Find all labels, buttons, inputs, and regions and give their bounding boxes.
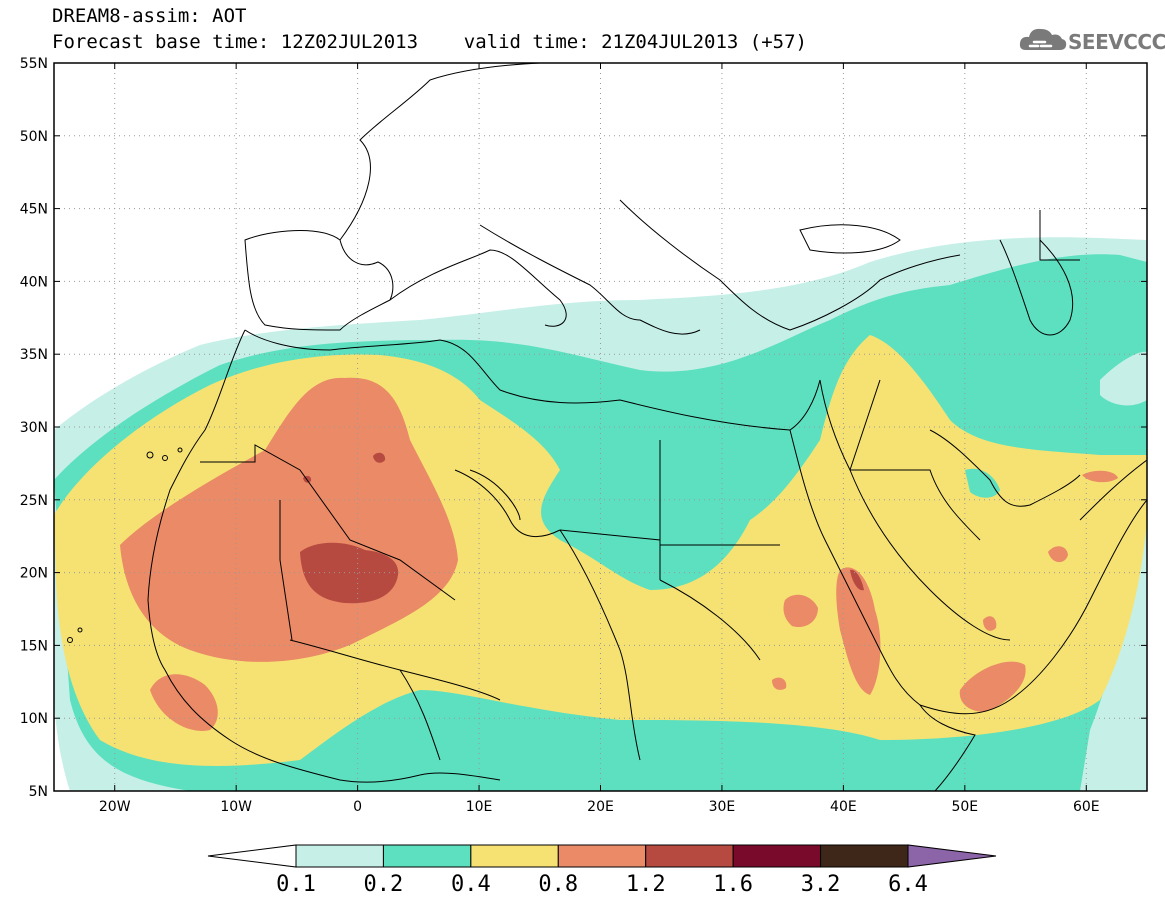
aot-contours [54, 237, 1147, 791]
colorbar-label: 6.4 [888, 872, 928, 897]
colorbar-label: 0.4 [451, 872, 491, 897]
lat-tick-label: 40N [20, 274, 48, 290]
lon-tick-label: 50E [951, 799, 978, 815]
seevccc-logo: SEEVCCC [1018, 22, 1165, 58]
lat-tick-label: 30N [20, 420, 48, 436]
lon-tick-label: 40E [830, 799, 857, 815]
lat-tick-label: 10N [20, 711, 48, 727]
lat-tick-label: 35N [20, 347, 48, 363]
logo-text: SEEVCCC [1068, 30, 1165, 54]
aot-band-0.2-gulf [965, 468, 1000, 498]
colorbar-segment [382, 844, 472, 868]
aot-band-0.8-dot1 [983, 616, 997, 631]
lon-tick-label: 20E [587, 799, 614, 815]
map-gridlines [54, 63, 1147, 791]
lat-tick-label: 5N [29, 784, 48, 800]
colorbar-segment [732, 844, 822, 868]
colorbar-label: 0.8 [538, 872, 578, 897]
aot-band-0.1-pocket [1100, 351, 1147, 406]
colorbar-max-arrow [907, 844, 997, 868]
colorbar-label: 0.2 [364, 872, 404, 897]
aot-band-0.8-oman [1048, 546, 1068, 563]
lat-tick-label: 50N [20, 129, 48, 145]
lat-tick-label: 55N [20, 56, 48, 72]
lon-tick-label: 10E [466, 799, 493, 815]
lon-tick-label: 30E [709, 799, 736, 815]
aot-band-0.8-iran [1082, 470, 1118, 483]
colorbar-label: 3.2 [801, 872, 841, 897]
lon-tick-label: 0 [353, 799, 362, 815]
aot-band-0.8-guinea [150, 674, 218, 731]
lat-tick-label: 45N [20, 202, 48, 218]
lon-tick-label: 10W [220, 799, 252, 815]
aot-band-1.2-dot1 [373, 452, 386, 463]
aot-band-0.8-sudan [783, 594, 818, 628]
colorbar-label: 1.6 [713, 872, 753, 897]
colorbar-min-arrow [207, 844, 297, 868]
coastlines [67, 63, 1147, 791]
lat-tick-label: 15N [20, 638, 48, 654]
lat-tick-label: 25N [20, 493, 48, 509]
aot-band-0.8-redsea [836, 567, 881, 695]
lon-tick-label: 20W [99, 799, 131, 815]
colorbar-segment [820, 844, 909, 868]
colorbar: 0.1 0.2 0.4 0.8 1.2 1.6 3.2 6.4 [207, 844, 997, 897]
colorbar-segment [557, 844, 647, 868]
aot-band-0.8-yemen [959, 661, 1026, 712]
aot-band-1.2-redsea [850, 569, 864, 591]
colorbar-label: 0.1 [276, 872, 316, 897]
map-title: DREAM8-assim: AOT [52, 5, 247, 27]
cloud-icon [1019, 28, 1067, 50]
lat-tick-label: 20N [20, 566, 48, 582]
lon-tick-label: 60E [1073, 799, 1100, 815]
colorbar-segment [470, 844, 559, 868]
colorbar-segment [295, 844, 384, 868]
forecast-times: Forecast base time: 12Z02JUL2013 valid t… [52, 31, 807, 53]
colorbar-label: 1.2 [626, 872, 666, 897]
axis-ticks: 5N 10N 15N 20N 25N 30N 35N 40N 45N 50N 55N 20W 10W 0 1… [20, 56, 1147, 815]
colorbar-segment [645, 844, 734, 868]
aot-band-0.8-dot2 [772, 677, 787, 690]
